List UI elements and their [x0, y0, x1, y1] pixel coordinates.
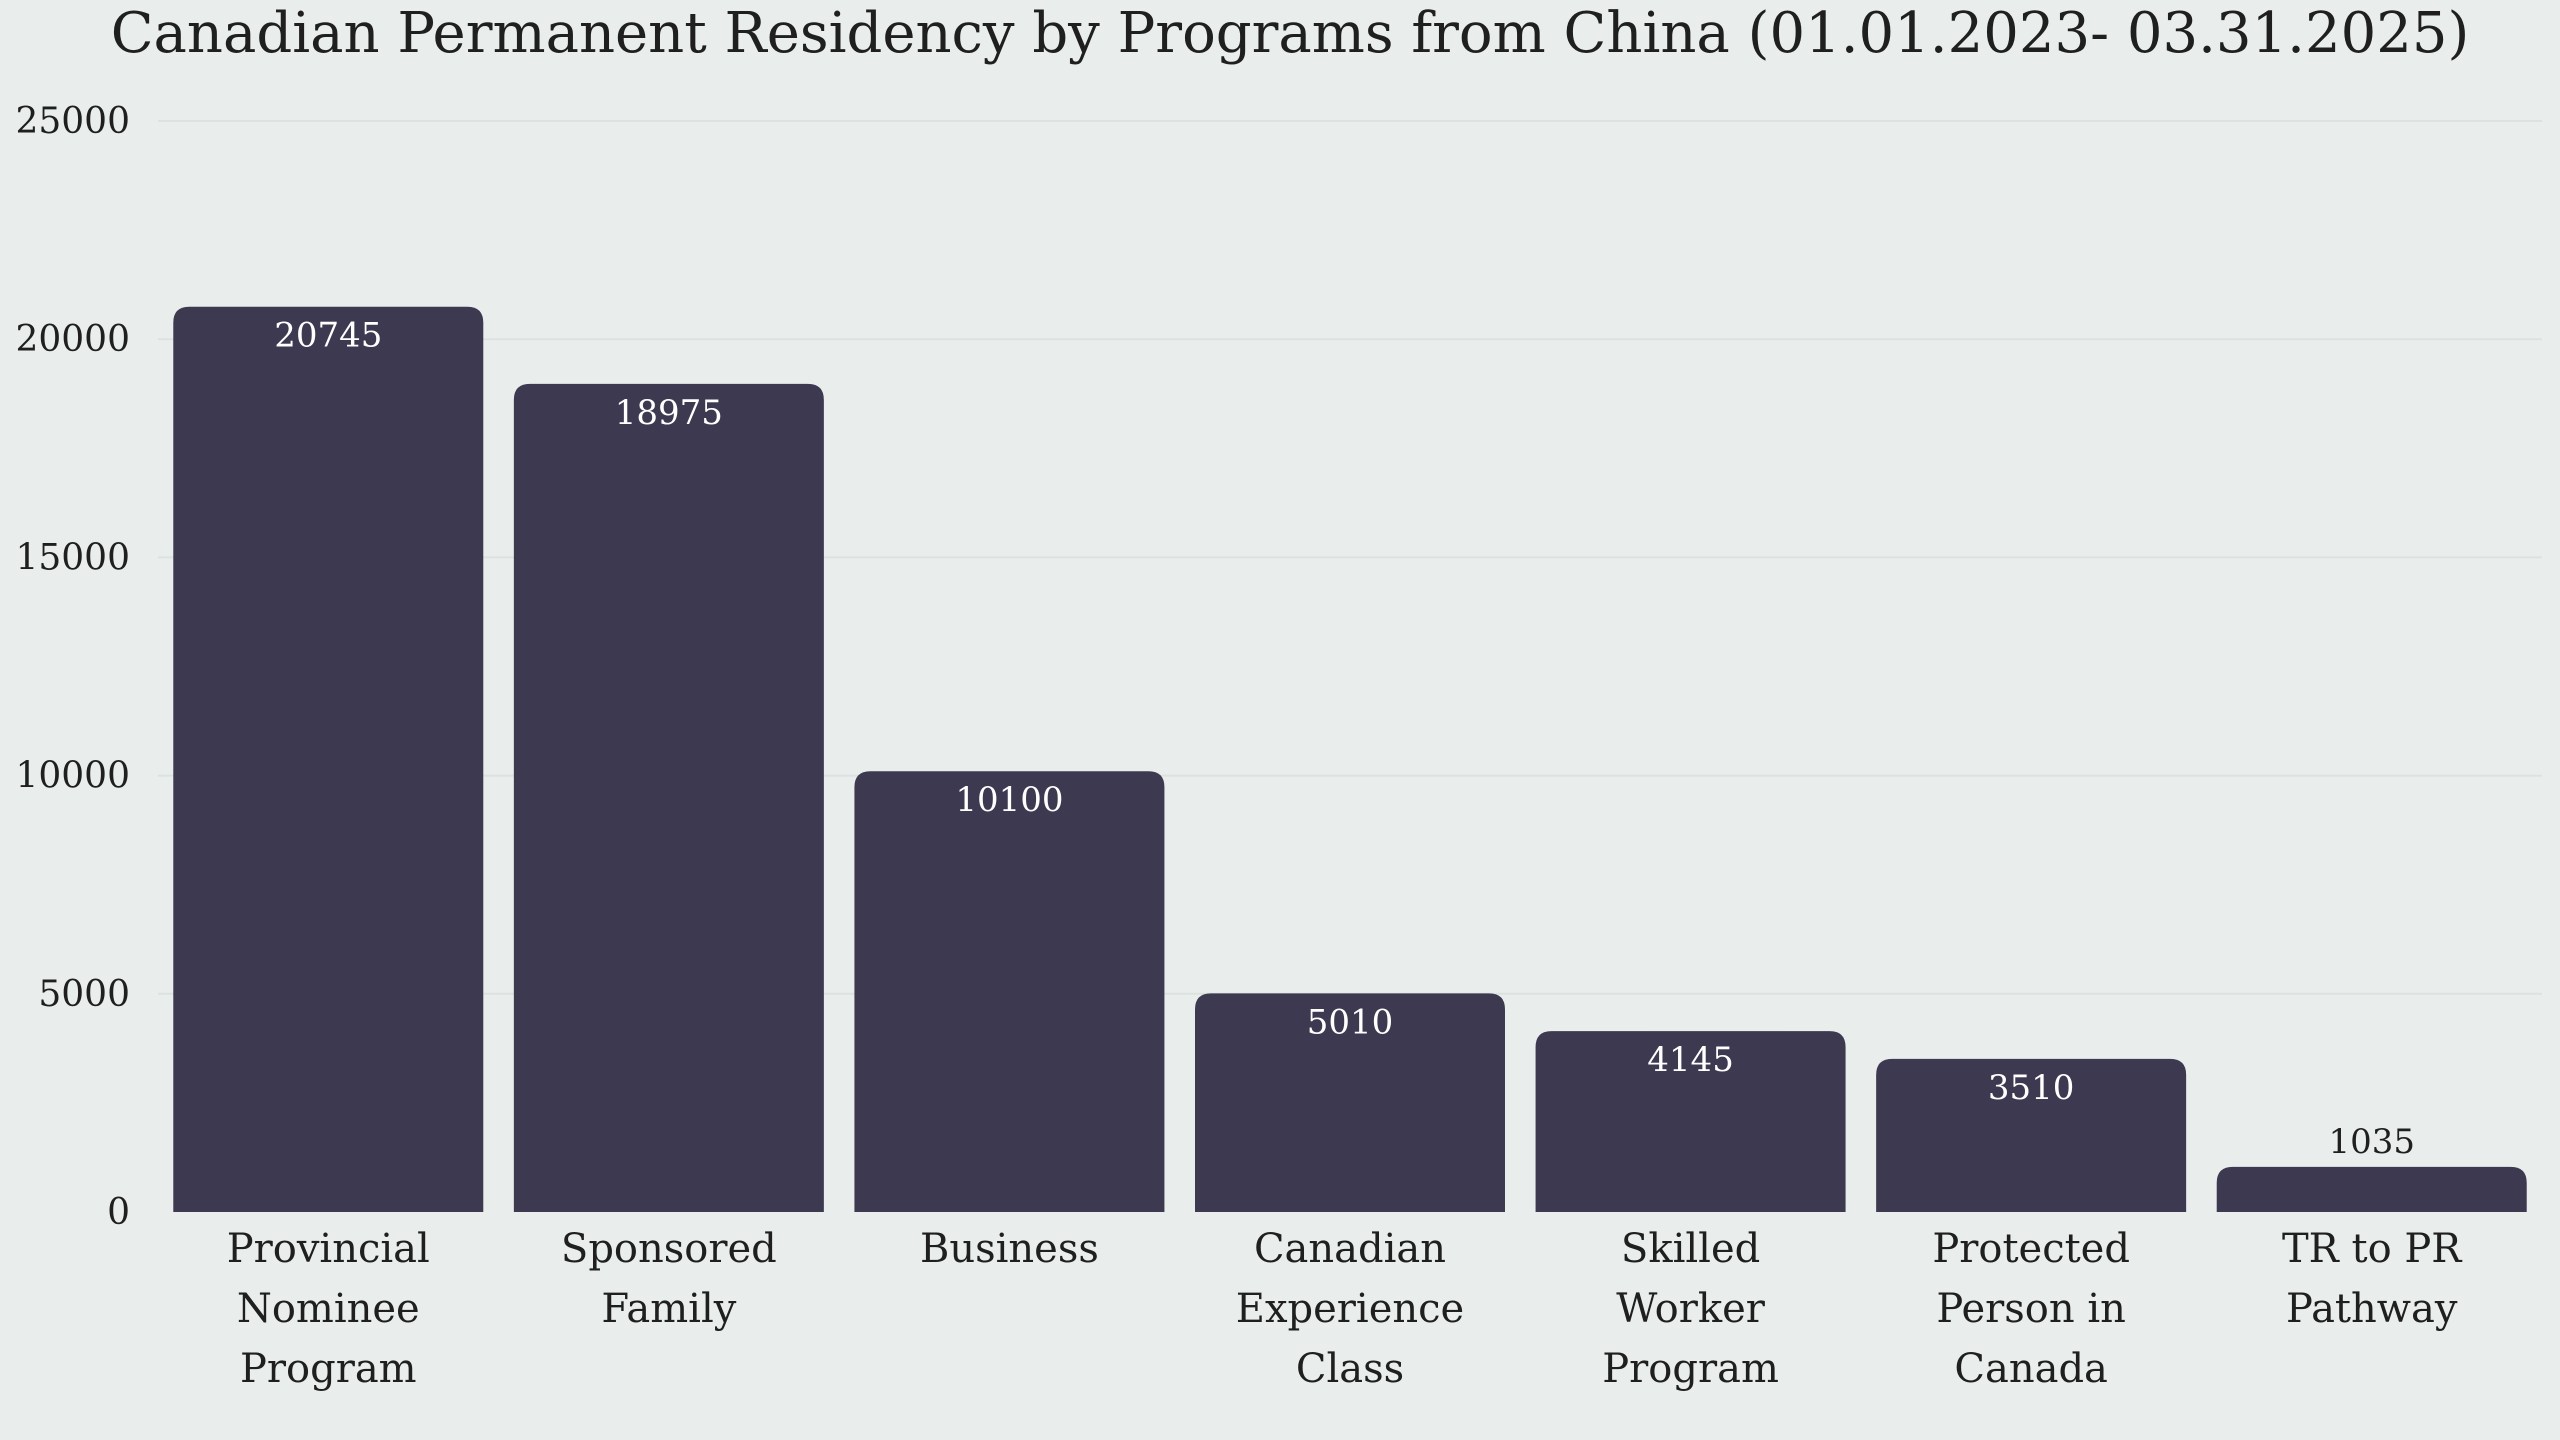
x-tick-label: Protected Person in Canada: [1932, 1226, 2130, 1392]
bar-value-label: 4145: [1647, 1040, 1734, 1080]
x-tick-label-line: Canadian: [1254, 1226, 1446, 1272]
y-tick-label: 15000: [15, 537, 130, 578]
y-tick-label: 20000: [15, 319, 130, 360]
x-tick-label-line: Class: [1296, 1346, 1404, 1392]
x-tick-label-line: Pathway: [2286, 1286, 2458, 1332]
x-tick-label-line: Skilled: [1621, 1226, 1760, 1272]
x-tick-label: Skilled Worker Program: [1602, 1226, 1779, 1392]
x-tick-label-line: Business: [920, 1226, 1099, 1272]
x-tick-label-line: Protected: [1932, 1226, 2130, 1272]
x-tick-label-line: Worker: [1616, 1286, 1766, 1332]
x-tick-label-line: Program: [1602, 1346, 1779, 1392]
x-tick-label: Provincial Nominee Program: [227, 1226, 430, 1392]
x-tick-label: TR to PR Pathway: [2282, 1226, 2463, 1332]
x-axis: Provincial Nominee Program Sponsored Family B…: [227, 1226, 2464, 1392]
x-tick-label-line: Experience: [1236, 1286, 1464, 1332]
x-tick-label: Sponsored Family: [561, 1226, 777, 1332]
bar: [854, 771, 1165, 1212]
x-tick-label: Business: [920, 1226, 1099, 1272]
x-tick-label-line: Canada: [1954, 1346, 2108, 1392]
x-tick-label-line: Provincial: [227, 1226, 430, 1272]
bar-value-label: 1035: [2328, 1122, 2415, 1162]
bars: [173, 306, 2527, 1212]
x-tick-label-line: Program: [240, 1346, 417, 1392]
bar-value-label: 5010: [1307, 1002, 1394, 1042]
bar-value-label: 20745: [274, 316, 382, 356]
bar: [1195, 993, 1505, 1212]
bar-value-label: 18975: [615, 393, 723, 433]
bar-value-label: 10100: [955, 780, 1063, 820]
x-tick-label-line: Person in: [1936, 1286, 2126, 1332]
y-tick-label: 5000: [38, 974, 130, 1015]
bar: [2216, 1166, 2527, 1212]
bar: [513, 383, 824, 1212]
y-tick-label: 0: [107, 1192, 130, 1233]
x-tick-label-line: Sponsored: [561, 1226, 777, 1272]
bar: [1535, 1031, 1846, 1212]
y-tick-label: 10000: [15, 756, 130, 797]
x-tick-label: Canadian Experience Class: [1236, 1226, 1464, 1392]
x-tick-label-line: Nominee: [237, 1286, 420, 1332]
x-tick-label-line: TR to PR: [2282, 1226, 2463, 1272]
bar: [173, 306, 484, 1212]
x-tick-label-line: Family: [601, 1286, 736, 1332]
y-tick-label: 25000: [15, 101, 130, 142]
y-axis: 0 5000 10000 15000 20000 25000: [15, 101, 130, 1233]
bar-value-label: 3510: [1988, 1068, 2075, 1108]
bar: [1876, 1058, 2187, 1212]
chart-title: Canadian Permanent Residency by Programs…: [111, 1, 2470, 66]
bar-value-labels: 20745 18975 10100 5010 4145 3510 1035: [274, 316, 2415, 1162]
